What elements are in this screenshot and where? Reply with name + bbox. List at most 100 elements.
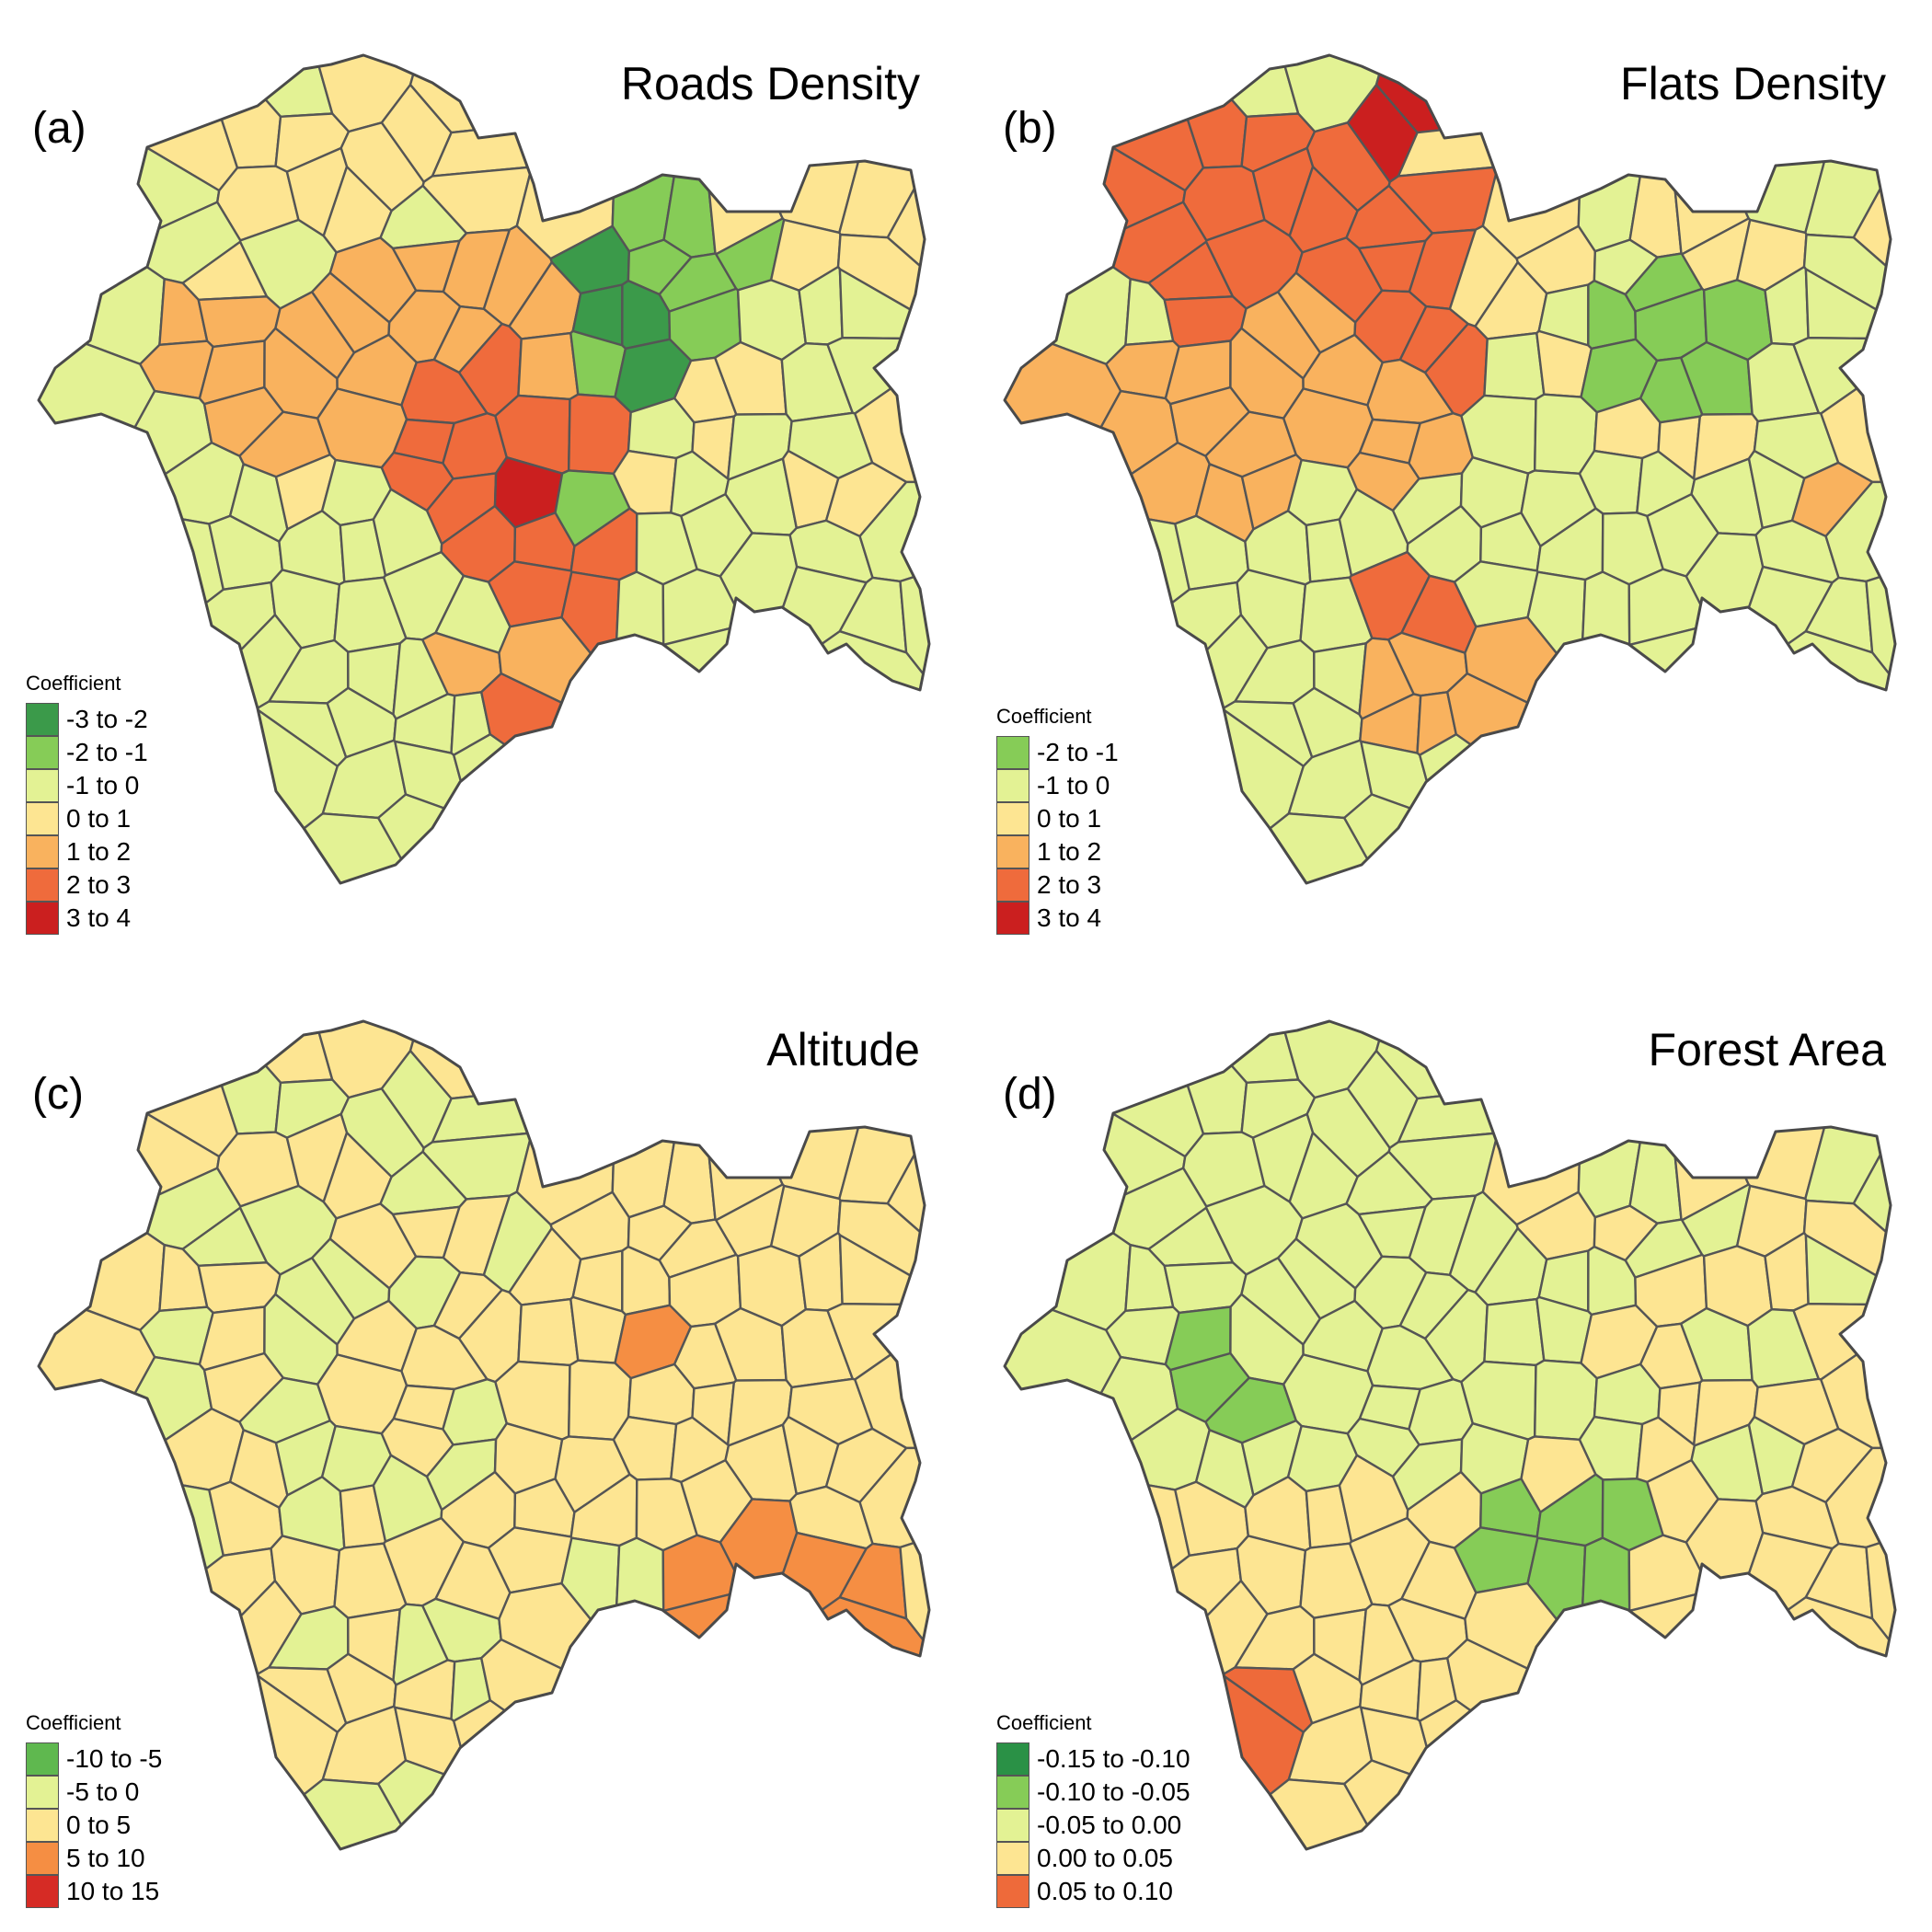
district-region bbox=[1804, 55, 1895, 239]
legend-swatch bbox=[26, 703, 59, 736]
legend-item: 5 to 10 bbox=[26, 1842, 162, 1875]
legend-item: 3 to 4 bbox=[996, 902, 1119, 935]
legend-swatch bbox=[26, 868, 59, 902]
panel-altitude: (c) Altitude Coefficient -10 to -5 -5 to … bbox=[0, 966, 966, 1932]
legend-items: -3 to -2 -2 to -1 -1 to 0 0 to 1 1 to 2 2 to … bbox=[26, 703, 148, 935]
legend-swatch bbox=[996, 802, 1029, 835]
legend-label: 0 to 5 bbox=[66, 1811, 132, 1839]
region-boundary bbox=[1003, 1019, 1897, 1851]
legend-swatch bbox=[26, 1842, 59, 1875]
district-region bbox=[1579, 570, 1631, 697]
legend-label: 1 to 2 bbox=[66, 837, 132, 866]
legend-label: -1 to 0 bbox=[66, 771, 140, 799]
panel-title: Forest Area bbox=[1648, 1024, 1886, 1075]
district-region bbox=[787, 1596, 929, 1849]
legend-item: -0.15 to -0.10 bbox=[996, 1742, 1190, 1776]
district-region bbox=[1804, 1021, 1895, 1205]
district-region bbox=[1582, 623, 1762, 883]
legend-item: -1 to 0 bbox=[26, 769, 148, 802]
region-boundary bbox=[1003, 53, 1897, 885]
legend-item: -3 to -2 bbox=[26, 703, 148, 736]
panel-tag: (d) bbox=[1003, 1070, 1057, 1119]
legend-item: 0.00 to 0.05 bbox=[996, 1842, 1190, 1875]
legend-label: 3 to 4 bbox=[66, 903, 132, 932]
legend-item: 1 to 2 bbox=[996, 835, 1119, 868]
legend-items: -10 to -5 -5 to 0 0 to 5 5 to 10 10 to 15 bbox=[26, 1742, 162, 1908]
legend-item: -5 to 0 bbox=[26, 1776, 162, 1809]
legend-swatch bbox=[26, 902, 59, 935]
legend-items: -0.15 to -0.10 -0.10 to -0.05 -0.05 to 0.0… bbox=[996, 1742, 1190, 1908]
district-region bbox=[480, 1638, 652, 1815]
legend: Coefficient -2 to -1 -1 to 0 0 to 1 1 to 2 2… bbox=[996, 705, 1119, 935]
district-region bbox=[453, 733, 820, 883]
district-region bbox=[39, 55, 239, 192]
district-region bbox=[1005, 55, 1205, 192]
legend-swatch bbox=[26, 802, 59, 835]
legend: Coefficient -3 to -2 -2 to -1 -1 to 0 0 to … bbox=[26, 672, 148, 935]
legend: Coefficient -10 to -5 -5 to 0 0 to 5 5 to 1… bbox=[26, 1711, 162, 1908]
legend-item: 0.05 to 0.10 bbox=[996, 1875, 1190, 1908]
legend-swatch bbox=[996, 868, 1029, 902]
panel-title: Flats Density bbox=[1620, 58, 1886, 109]
legend-label: -3 to -2 bbox=[66, 705, 148, 733]
district-region bbox=[453, 1699, 820, 1849]
legend-swatch bbox=[26, 1776, 59, 1809]
legend-swatch bbox=[26, 769, 59, 802]
district-region bbox=[613, 570, 665, 697]
legend-item: 0 to 5 bbox=[26, 1809, 162, 1842]
district-region bbox=[1481, 1025, 1585, 1226]
legend-swatch bbox=[996, 835, 1029, 868]
district-region bbox=[1374, 55, 1649, 134]
legend-swatch bbox=[996, 1842, 1029, 1875]
legend-swatch bbox=[26, 835, 59, 868]
panel-forest-area: (d) Forest Area Coefficient -0.15 to -0.… bbox=[966, 966, 1932, 1932]
district-region bbox=[515, 1025, 619, 1226]
legend-label: 2 to 3 bbox=[66, 870, 132, 899]
district-region bbox=[1419, 1699, 1786, 1849]
panel-tag: (a) bbox=[32, 104, 86, 153]
legend-swatch bbox=[996, 1875, 1029, 1908]
map-flats-density bbox=[1003, 53, 1897, 885]
district-region bbox=[1374, 1021, 1649, 1100]
legend-label: 0.00 to 0.05 bbox=[1037, 1844, 1173, 1872]
district-region bbox=[377, 1759, 614, 1849]
district-region bbox=[1343, 793, 1580, 883]
district-region bbox=[517, 1297, 580, 1367]
legend-title: Coefficient bbox=[996, 1711, 1092, 1734]
district-region bbox=[1753, 1596, 1895, 1849]
legend-label: 10 to 15 bbox=[66, 1877, 160, 1905]
legend-item: 1 to 2 bbox=[26, 835, 148, 868]
legend-swatch bbox=[996, 1809, 1029, 1842]
region-boundary bbox=[37, 53, 931, 885]
district-region bbox=[515, 59, 619, 260]
district-region bbox=[886, 1021, 929, 1305]
region-boundary bbox=[37, 1019, 931, 1851]
legend-item: -2 to -1 bbox=[996, 736, 1119, 769]
legend-swatch bbox=[26, 1809, 59, 1842]
district-region bbox=[1820, 1300, 1895, 1450]
legend-item: -0.10 to -0.05 bbox=[996, 1776, 1190, 1809]
legend-swatch bbox=[996, 1742, 1029, 1776]
district-region bbox=[616, 623, 796, 883]
district-region bbox=[39, 209, 166, 365]
legend-swatch bbox=[996, 769, 1029, 802]
district-region bbox=[1005, 209, 1132, 365]
legend-label: -0.10 to -0.05 bbox=[1037, 1777, 1190, 1806]
legend-item: -1 to 0 bbox=[996, 769, 1119, 802]
district-region bbox=[1483, 1297, 1546, 1367]
legend-swatch bbox=[996, 736, 1029, 769]
legend-items: -2 to -1 -1 to 0 0 to 1 1 to 2 2 to 3 3 to 4 bbox=[996, 736, 1119, 935]
panel-title: Roads Density bbox=[620, 58, 920, 109]
map-forest-area bbox=[1003, 1019, 1897, 1851]
legend-swatch bbox=[26, 736, 59, 769]
legend-title: Coefficient bbox=[26, 1711, 121, 1734]
legend-item: -0.05 to 0.00 bbox=[996, 1809, 1190, 1842]
legend-label: 5 to 10 bbox=[66, 1844, 145, 1872]
legend-label: -5 to 0 bbox=[66, 1777, 140, 1806]
district-region bbox=[1343, 1759, 1580, 1849]
legend-label: 0.05 to 0.10 bbox=[1037, 1877, 1173, 1905]
legend-swatch bbox=[26, 1742, 59, 1776]
legend-item: -10 to -5 bbox=[26, 1742, 162, 1776]
legend-item: 2 to 3 bbox=[996, 868, 1119, 902]
legend-title: Coefficient bbox=[996, 705, 1092, 728]
